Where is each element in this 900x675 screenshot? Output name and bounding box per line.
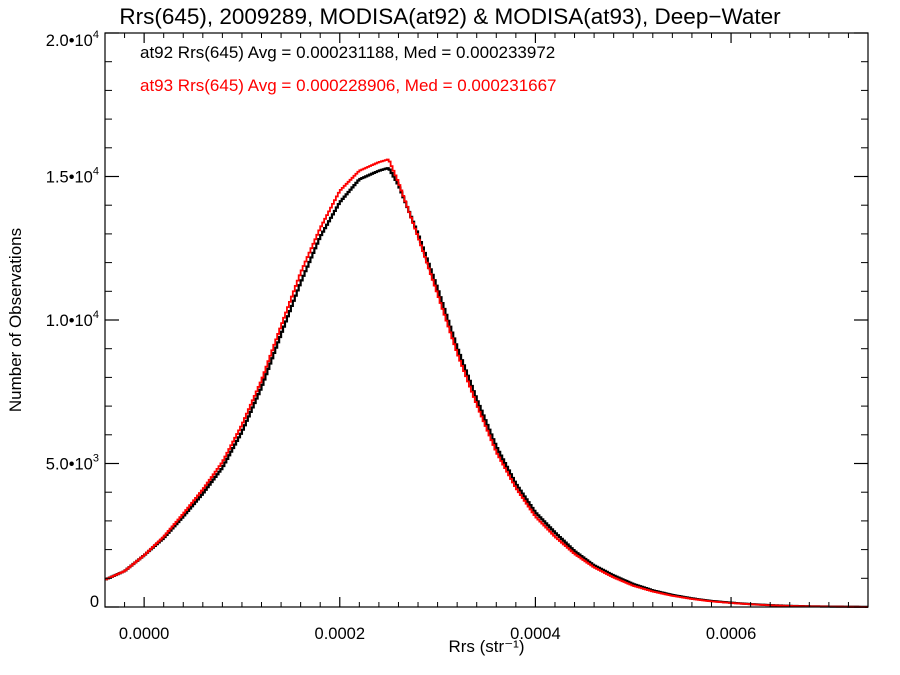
axis-layer: 0.0000 0.0002 0.0004 0.0006 0 5.0•103 1.0•104 1…: [46, 29, 869, 643]
chart-title: Rrs(645), 2009289, MODISA(at92) & MODISA…: [119, 4, 781, 29]
x-axis-label: Rrs (str⁻¹): [448, 637, 525, 656]
y-tick-label-1: 5.0•103: [46, 453, 99, 474]
y-tick-label-0: 0: [90, 593, 99, 611]
x-tick-label-0: 0.0000: [119, 625, 169, 643]
y-tick-label-2: 1.0•104: [46, 309, 99, 330]
x-tick-label-2: 0.0004: [510, 625, 560, 643]
x-tick-label-3: 0.0006: [706, 625, 756, 643]
x-tick-label-1: 0.0002: [315, 625, 365, 643]
plot-frame: [104, 32, 869, 608]
legend-at93-stats: at93 Rrs(645) Avg = 0.000228906, Med = 0…: [140, 76, 557, 95]
series-layer: [105, 158, 868, 608]
legend-at92-stats: at92 Rrs(645) Avg = 0.000231188, Med = 0…: [140, 43, 556, 62]
y-tick-label-4: 2.0•104: [46, 29, 99, 50]
y-tick-label-3: 1.5•104: [46, 166, 99, 187]
series-at93-line: [105, 158, 868, 608]
series-at92-line: [105, 167, 868, 608]
